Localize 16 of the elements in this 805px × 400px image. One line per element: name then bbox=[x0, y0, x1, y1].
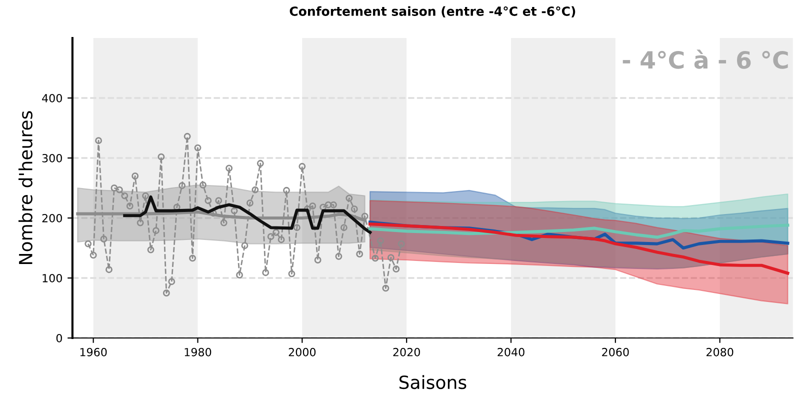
y-tick-label: 400 bbox=[42, 94, 62, 102]
x-tick-label: 1960 bbox=[80, 348, 107, 356]
x-tick-label: 2020 bbox=[393, 348, 420, 356]
chart-title: Confortement saison (entre -4°C et -6°C) bbox=[290, 6, 576, 18]
y-tick-label: 300 bbox=[42, 154, 62, 162]
x-tick-label: 2080 bbox=[706, 348, 734, 356]
x-tick-label: 2040 bbox=[498, 348, 524, 356]
y-tick-label: 0 bbox=[56, 334, 62, 342]
x-tick-label: 2000 bbox=[288, 348, 316, 356]
x-axis-title: Saisons bbox=[399, 375, 466, 390]
annotation: - 4°C à - 6 °C bbox=[622, 50, 788, 69]
y-tick-label: 200 bbox=[42, 214, 62, 222]
y-axis-title: Nombre d'heures bbox=[18, 111, 32, 264]
y-tick-label: 100 bbox=[42, 274, 62, 282]
x-tick-label: 1980 bbox=[184, 348, 212, 356]
x-tick-label: 2060 bbox=[602, 348, 629, 356]
